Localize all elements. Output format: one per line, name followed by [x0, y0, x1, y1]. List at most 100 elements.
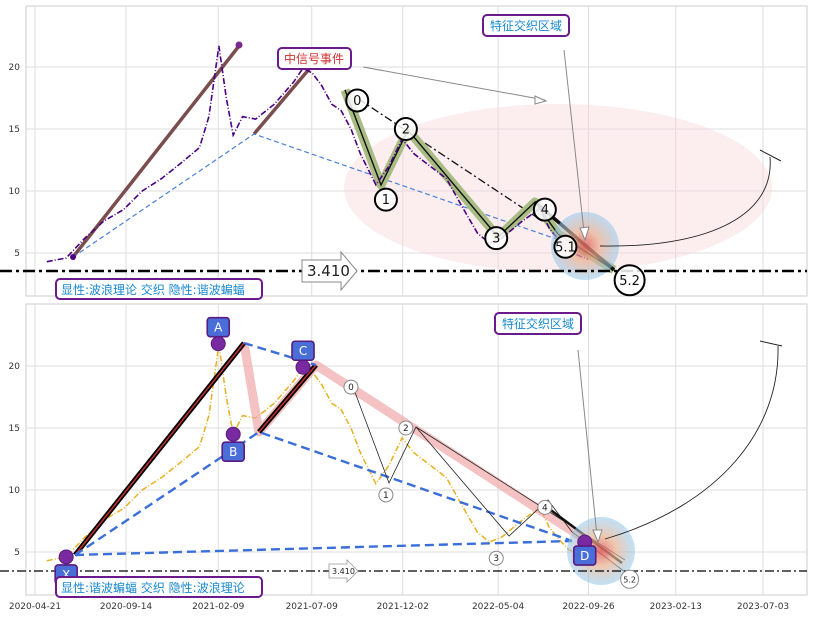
harmonic-dot-B — [225, 426, 241, 442]
top-peak-dot — [235, 41, 243, 49]
wave-marker-4 — [537, 499, 553, 515]
wave-label-3: 3 — [493, 554, 499, 564]
y-tick-label: 15 — [9, 424, 20, 434]
top-zone-arrow — [563, 49, 585, 233]
x-tick-label: 2023-02-13 — [650, 602, 702, 612]
x-tick-label: 2021-12-02 — [377, 602, 429, 612]
wave-label-5.1: 5.1 — [555, 240, 576, 255]
harmonic-label-C: C — [299, 344, 307, 358]
wave-marker-5.1 — [553, 234, 578, 259]
x-tick-label: 2022-05-04 — [472, 602, 525, 612]
x-tick-label: 2022-09-26 — [562, 602, 615, 612]
wave-label-0: 0 — [353, 94, 361, 109]
top-caption-box — [55, 278, 263, 300]
harmonic-label-D: D — [580, 549, 589, 563]
wave-marker-2 — [393, 117, 418, 141]
harmonic-dot-C — [295, 359, 311, 375]
top-start-dot — [70, 254, 76, 260]
wave-marker-5.2 — [613, 264, 646, 297]
bottom-feature-zone — [567, 517, 635, 585]
bottom-wave-labels: 0 1 2 3 4 5.2 — [343, 379, 640, 589]
x-tick-label: 2021-07-09 — [286, 602, 339, 612]
top-trend-line-2 — [252, 66, 312, 136]
top-level-label: 3.410 — [307, 262, 350, 280]
bottom-xd-dashed — [74, 539, 573, 557]
bottom-projection-tick — [759, 340, 783, 347]
bottom-caption: 显性:谐波蝙蝠 交织 隐性:波浪理论 — [61, 580, 245, 595]
wave-label-4: 4 — [542, 503, 548, 513]
wave-label-1: 1 — [382, 193, 390, 208]
harmonic-dot-X — [58, 549, 74, 565]
y-tick-label: 5 — [14, 249, 20, 259]
bottom-caption-box — [55, 576, 263, 598]
wave-label-5.2: 5.2 — [623, 575, 636, 584]
wave-marker-1 — [378, 487, 394, 503]
harmonic-dot-A — [210, 336, 226, 352]
top-caption: 显性:波浪理论 交织 隐性:谐波蝙蝠 — [61, 282, 245, 297]
top-event-label: 中信号事件 — [284, 51, 344, 66]
wave-label-2: 2 — [402, 123, 410, 138]
top-event-box — [277, 47, 352, 70]
bottom-zone-box — [494, 312, 582, 335]
wave-label-0: 0 — [348, 383, 354, 393]
x-tick-label: 2023-07-03 — [737, 602, 789, 612]
y-tick-label: 20 — [9, 63, 21, 73]
bottom-zone-label: 特征交织区域 — [502, 316, 574, 331]
wave-marker-0 — [345, 88, 370, 113]
bottom-x-ticks: 2020-04-21 2020-09-14 2021-02-09 2021-07-09… — [9, 602, 789, 612]
bottom-wave-path — [352, 386, 630, 576]
top-trend-line-1 — [71, 44, 241, 259]
top-zone-label: 特征交织区域 — [490, 18, 562, 33]
top-y-ticks: 5 10 15 20 — [9, 63, 21, 259]
y-tick-label: 20 — [9, 362, 21, 372]
harmonic-label-A: A — [214, 321, 223, 335]
wave-label-3: 3 — [492, 232, 500, 247]
harmonic-box-A — [206, 316, 231, 338]
harmonic-box-D — [572, 545, 597, 566]
bottom-xbd-dashed — [74, 430, 573, 556]
top-zone-arrowhead — [579, 226, 590, 242]
y-tick-label: 10 — [9, 486, 21, 496]
wave-marker-3 — [488, 550, 504, 566]
harmonic-label-X: X — [62, 568, 70, 582]
y-tick-label: 5 — [14, 548, 20, 558]
x-tick-label: 2021-02-09 — [192, 602, 245, 612]
bottom-level-label: 3.410 — [332, 567, 355, 576]
x-tick-label: 2020-04-21 — [9, 602, 61, 612]
wave-marker-2 — [398, 420, 414, 436]
harmonic-box-C — [291, 340, 315, 362]
bottom-bc-leg-inner — [258, 364, 317, 433]
top-event-arrow — [362, 66, 546, 101]
top-feature-zone — [551, 212, 619, 280]
wave-marker-3 — [484, 226, 509, 251]
harmonic-label-B: B — [229, 445, 237, 459]
harmonic-box-B — [221, 441, 246, 463]
wave-marker-4 — [532, 197, 557, 222]
top-projection-tick — [759, 149, 782, 162]
bottom-zone-arrowhead — [592, 529, 603, 544]
bottom-price-series — [46, 344, 589, 562]
wave-marker-0 — [343, 379, 359, 395]
top-wave-labels: 0 1 2 3 4 5.1 5.2 — [345, 88, 646, 297]
y-tick-label: 15 — [9, 125, 20, 135]
bottom-plot-frame — [25, 303, 808, 596]
bottom-zone-arrow — [577, 349, 598, 537]
y-tick-label: 10 — [9, 187, 21, 197]
wave-marker-1 — [373, 187, 398, 212]
bottom-harmonic-points: X A B C D — [54, 316, 597, 585]
wave-label-5.2: 5.2 — [619, 274, 640, 289]
wave-label-1: 1 — [383, 491, 389, 501]
top-level-arrow: 3.410 — [301, 250, 358, 292]
top-zone-box — [482, 14, 570, 37]
x-tick-label: 2020-09-14 — [100, 602, 153, 612]
bottom-xa-leg-inner — [74, 342, 245, 556]
bottom-projection-arc — [604, 345, 779, 540]
wave-label-2: 2 — [403, 424, 409, 434]
wave-marker-5.2 — [620, 569, 640, 589]
top-target-ellipse — [344, 104, 772, 272]
bottom-level-arrow: 3.410 — [328, 559, 359, 583]
wave-label-4: 4 — [541, 203, 549, 218]
